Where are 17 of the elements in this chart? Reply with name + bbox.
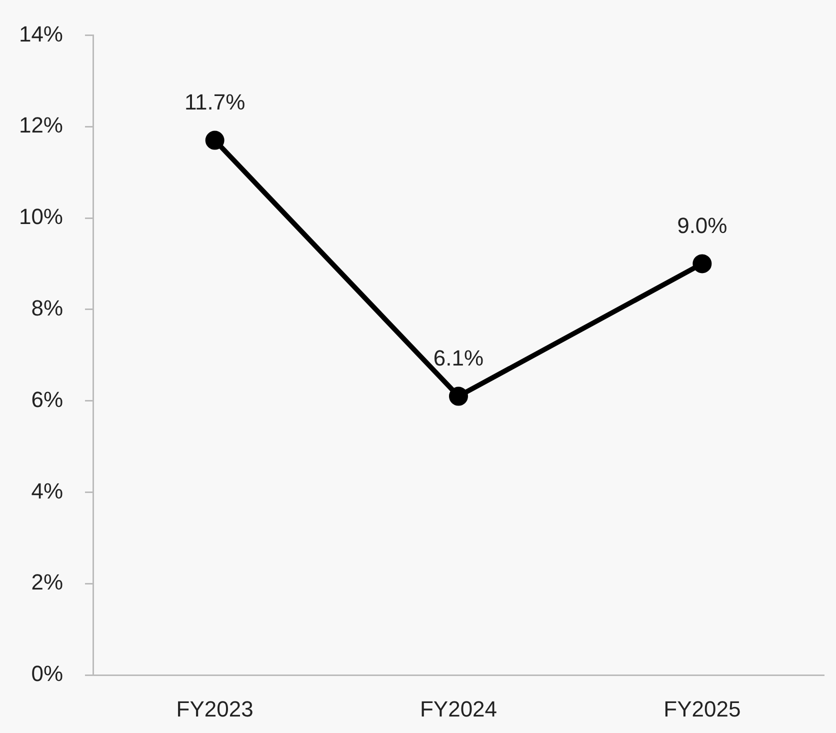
y-tick-label: 14% — [18, 21, 63, 46]
point — [449, 386, 468, 406]
data-label: 9.0% — [677, 212, 728, 238]
data-label: 11.7% — [184, 89, 246, 114]
data-label: 6.1% — [433, 345, 484, 370]
point — [692, 254, 712, 274]
y-tick-label: 0% — [31, 661, 63, 686]
x-tick-label: FY2023 — [176, 696, 254, 722]
y-tick-label: 8% — [31, 295, 63, 320]
x-tick-label: FY2024 — [420, 696, 498, 722]
x-tick-label: FY2025 — [664, 696, 741, 722]
y-tick-label: 2% — [31, 570, 63, 595]
y-tick-label: 4% — [31, 478, 63, 504]
y-tick-label: 10% — [18, 204, 63, 230]
y-tick-label: 6% — [31, 386, 63, 412]
point — [205, 130, 224, 150]
y-tick-label: 12% — [18, 112, 63, 138]
